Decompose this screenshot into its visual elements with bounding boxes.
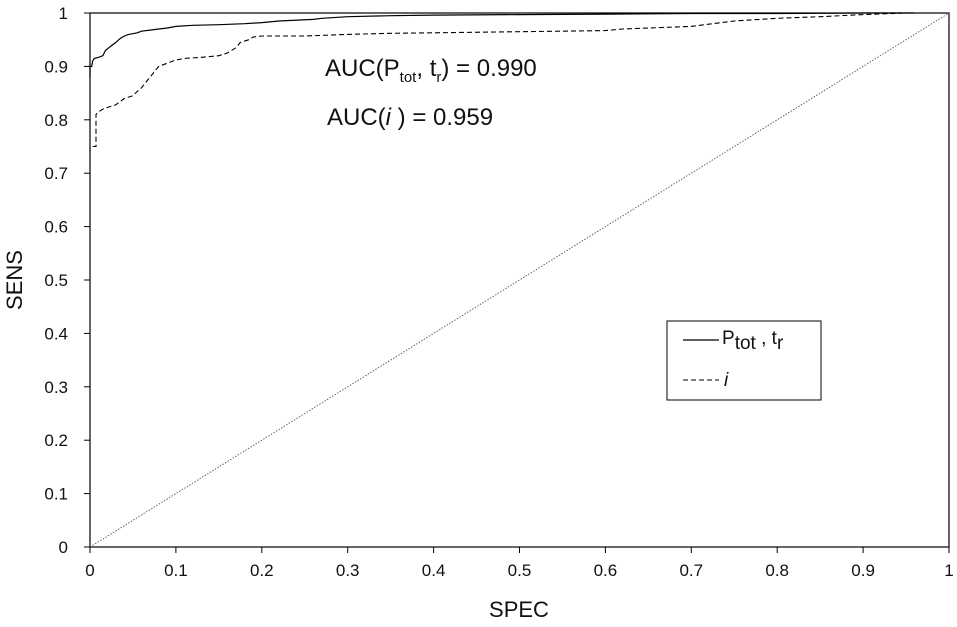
y-tick-label: 0: [59, 538, 68, 557]
y-axis-title: SENS: [2, 250, 27, 310]
x-tick-label: 1: [944, 561, 953, 580]
x-tick-label: 0.1: [164, 561, 188, 580]
legend: Ptot , tr i: [666, 320, 822, 401]
x-tick-label: 0.5: [508, 561, 532, 580]
auc-annotation-i: AUC(i ) = 0.959: [327, 104, 493, 131]
x-tick-label: 0.9: [851, 561, 875, 580]
x-tick-label: 0.3: [336, 561, 360, 580]
y-tick-label: 0.6: [44, 218, 68, 237]
y-tick-label: 1: [59, 4, 68, 23]
x-tick-label: 0.2: [250, 561, 274, 580]
auc-annotation-ptot-sub: tot: [400, 69, 418, 86]
y-tick-label: 0.9: [44, 57, 68, 76]
y-tick-label: 0.1: [44, 485, 68, 504]
series-line-dashed: [89, 12, 907, 152]
x-tick-label: 0.8: [765, 561, 789, 580]
y-tick-label: 0.8: [44, 111, 68, 130]
auc-annotation-ptot-mid: , t: [416, 55, 436, 82]
y-tick-label: 0.2: [44, 431, 68, 450]
y-tick-label: 0.7: [44, 164, 68, 183]
legend-label-ptot-mid: , t: [756, 328, 778, 349]
x-tick-label: 0.6: [594, 561, 618, 580]
auc-annotation-ptot-sub2: r: [436, 69, 441, 86]
legend-label-ptot-sub: tot: [735, 333, 757, 354]
x-axis-title: SPEC: [489, 597, 549, 622]
x-tick-label: 0.7: [679, 561, 703, 580]
y-tick-label: 0.3: [44, 378, 68, 397]
x-tick-label: 0.4: [422, 561, 446, 580]
auc-annotation-ptot-tail: ) = 0.990: [441, 55, 536, 82]
legend-label-i: i: [724, 370, 729, 391]
legend-box: [666, 320, 822, 401]
auc-annotation-ptot: AUC(Ptot, tr) = 0.990: [325, 55, 537, 86]
y-tick-label: 0.5: [44, 271, 68, 290]
reference-diagonal: [89, 12, 950, 548]
y-tick-label: 0.4: [44, 324, 68, 343]
legend-label-ptot-main: P: [722, 328, 735, 349]
auc-annotation-i-main: AUC(: [327, 104, 386, 131]
plot-frame: [89, 12, 950, 548]
auc-annotation-ptot-main: AUC(P: [325, 55, 400, 82]
x-tick-label: 0: [85, 561, 94, 580]
legend-label-ptot: Ptot , tr: [722, 328, 784, 354]
series-line-solid: [89, 12, 915, 78]
tick-layer: 0 0.1 0.2 0.3 0.4 0.5 0.6 0.7 0.8 0.9 1 0 0.1 0.2 0.3 0…: [44, 4, 953, 580]
auc-annotation-i-italic: i: [386, 104, 392, 131]
auc-annotation-i-tail: ) = 0.959: [391, 104, 493, 131]
plot-layer: [89, 12, 950, 548]
legend-label-ptot-sub2: r: [777, 333, 784, 354]
